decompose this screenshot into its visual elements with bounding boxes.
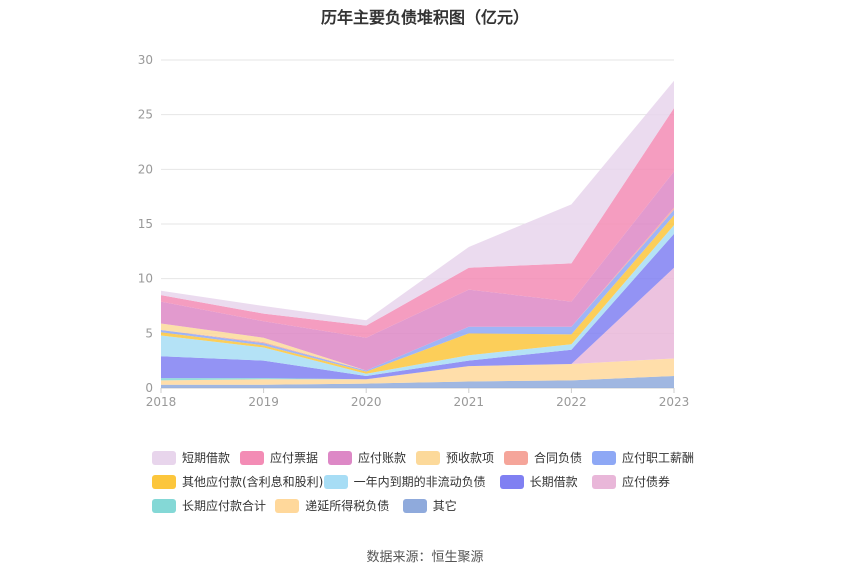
legend-item[interactable]: 应付账款	[328, 449, 406, 466]
legend-label: 短期借款	[182, 451, 231, 465]
y-tick-label: 5	[145, 326, 153, 340]
legend-label: 长期应付款合计	[182, 499, 267, 513]
legend-swatch	[328, 450, 352, 465]
area-series-长期借款	[161, 233, 674, 380]
area-series-递延所得税负债	[161, 358, 674, 385]
legend-label: 其他应付款(含利息和股利)	[182, 475, 324, 489]
legend-swatch	[499, 474, 524, 489]
area-series-应付职工薪酬	[161, 209, 674, 372]
y-tick-label: 15	[138, 217, 153, 231]
legend-label: 合同负债	[534, 451, 583, 465]
legend-swatch	[402, 498, 427, 513]
y-tick-label: 10	[138, 272, 153, 286]
legend-item[interactable]: 其他应付款(含利息和股利)	[152, 473, 323, 490]
legend-item[interactable]: 长期应付款合计	[152, 497, 266, 514]
stacked-area-chart: 0 5 10 15 20 25 30 2018 2019 2020 2021 2022 2023	[138, 53, 690, 409]
source-note: 数据来源：恒生聚源	[366, 550, 484, 565]
legend-item[interactable]: 预收款项	[416, 449, 494, 466]
chart-title: 历年主要负债堆积图（亿元）	[320, 8, 529, 27]
legend-swatch	[504, 450, 528, 465]
x-tick-label: 2023	[659, 395, 690, 409]
legend-label: 递延所得税负债	[305, 499, 390, 513]
x-tick-label: 2021	[454, 395, 485, 409]
legend-item[interactable]: 应付债券	[592, 473, 670, 490]
legend-label: 应付职工薪酬	[622, 451, 695, 465]
legend-label: 一年内到期的非流动负债	[353, 475, 486, 489]
legend-label: 预收款项	[446, 451, 495, 465]
legend-item[interactable]: 其它	[402, 497, 457, 514]
x-tick-label: 2022	[556, 395, 587, 409]
x-tick-label: 2020	[351, 395, 382, 409]
legend-swatch	[275, 498, 300, 513]
y-tick-label: 0	[145, 381, 153, 395]
legend-swatch	[152, 474, 176, 489]
legend-swatch	[152, 498, 176, 513]
legend-item[interactable]: 短期借款	[152, 449, 230, 466]
legend-label: 其它	[432, 499, 457, 513]
legend-swatch	[592, 474, 616, 489]
area-series-应付票据	[161, 108, 674, 338]
legend-label: 长期借款	[529, 475, 578, 489]
legend-item[interactable]: 递延所得税负债	[275, 497, 389, 514]
legend-swatch	[323, 474, 348, 489]
axes: 0 5 10 15 20 25 30 2018 2019 2020 2021 2022 2023	[138, 53, 690, 409]
legend-item[interactable]: 合同负债	[504, 449, 582, 466]
area-series-其它	[161, 375, 674, 388]
x-tick-label: 2018	[146, 395, 177, 409]
legend-swatch	[592, 450, 616, 465]
legend-label: 应付账款	[358, 451, 407, 465]
legend-label: 应付票据	[270, 451, 319, 465]
y-tick-label: 30	[138, 53, 153, 67]
legend-swatch	[152, 450, 176, 465]
area-series-应付账款	[161, 171, 674, 371]
legend-label: 应付债券	[622, 475, 671, 489]
legend-item[interactable]: 应付职工薪酬	[592, 449, 694, 466]
y-tick-label: 25	[138, 108, 153, 122]
legend-swatch	[240, 450, 264, 465]
legend-item[interactable]: 长期借款	[499, 473, 578, 490]
legend-swatch	[416, 450, 440, 465]
area-series	[161, 80, 674, 388]
legend-item[interactable]: 一年内到期的非流动负债	[323, 473, 486, 490]
legend-item[interactable]: 应付票据	[240, 449, 318, 466]
area-series-短期借款	[161, 80, 674, 326]
x-tick-label: 2019	[248, 395, 279, 409]
y-tick-label: 20	[138, 162, 153, 176]
